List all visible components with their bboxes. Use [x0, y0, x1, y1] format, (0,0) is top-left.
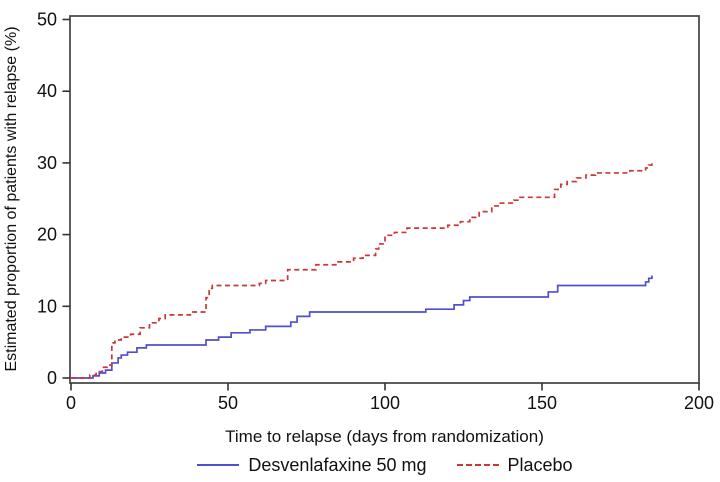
y-tick-label: 30: [37, 153, 57, 173]
y-tick-label: 10: [37, 296, 57, 316]
legend-line-desvenlafaxine-icon: [197, 464, 240, 466]
y-tick-label: 20: [37, 225, 57, 245]
legend-label-placebo: Placebo: [507, 454, 573, 475]
x-tick-label: 200: [684, 393, 714, 413]
y-tick-label: 0: [47, 368, 57, 388]
curve-desvenlafaxine-50-mg: [71, 275, 653, 379]
plot-frame: [69, 15, 700, 384]
legend: Desvenlafaxine 50 mg Placebo: [25, 452, 720, 478]
x-tick-label: 0: [66, 393, 76, 413]
legend-item-desvenlafaxine: Desvenlafaxine 50 mg: [197, 454, 427, 476]
y-tick-label: 40: [37, 81, 57, 101]
y-tick-label: 50: [37, 10, 57, 30]
x-tick-label: 150: [527, 393, 557, 413]
x-axis-title: Time to relapse (days from randomization…: [225, 427, 544, 446]
legend-item-placebo: Placebo: [456, 454, 573, 476]
x-tick-label: 100: [370, 393, 400, 413]
x-tick-label: 50: [218, 393, 238, 413]
legend-line-placebo-icon: [456, 464, 499, 466]
legend-label-desvenlafaxine: Desvenlafaxine 50 mg: [248, 454, 427, 475]
